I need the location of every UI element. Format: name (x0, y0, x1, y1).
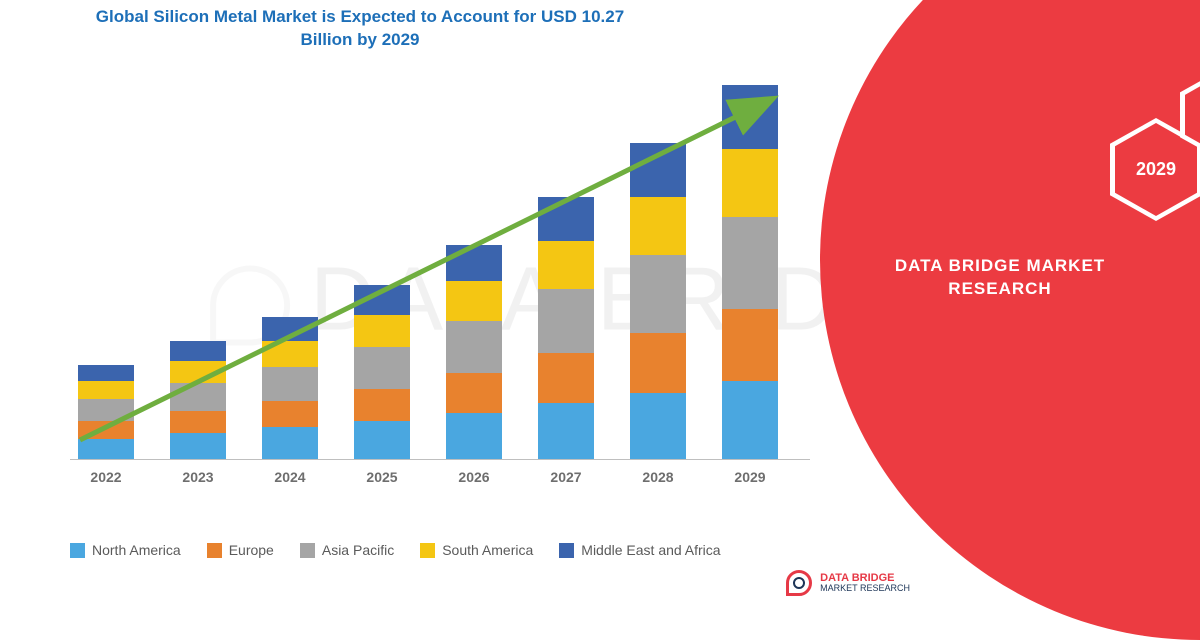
bar-segment (170, 361, 226, 383)
bar-segment (722, 85, 778, 149)
x-axis-label: 2028 (630, 469, 686, 485)
x-axis-label: 2022 (78, 469, 134, 485)
bar-segment (354, 347, 410, 389)
bar-segment (170, 411, 226, 433)
bar-segment (170, 341, 226, 361)
bar-segment (446, 321, 502, 373)
bar-segment (170, 383, 226, 411)
brand-text: DATA BRIDGE MARKET RESEARCH (880, 255, 1120, 301)
bar-segment (630, 143, 686, 197)
plot-area: 2022 2023 2024 2025 2026 2027 2028 2029 (70, 80, 810, 460)
bar-segment (630, 197, 686, 255)
bar-segment (446, 281, 502, 321)
bar-segment (722, 381, 778, 459)
x-axis-label: 2023 (170, 469, 226, 485)
bar-segment (354, 421, 410, 459)
legend-item: Middle East and Africa (559, 542, 720, 558)
hexagon-label: 2029 (1136, 159, 1176, 180)
bar-segment (262, 401, 318, 427)
legend: North America Europe Asia Pacific South Ame… (70, 542, 870, 558)
footer-logo-icon (786, 570, 812, 596)
bar-segment (446, 245, 502, 281)
legend-label: Europe (229, 542, 274, 558)
bar-segment (722, 217, 778, 309)
bar-segment (722, 309, 778, 381)
bar-group: 2025 (354, 285, 410, 459)
x-axis-label: 2024 (262, 469, 318, 485)
bar-segment (354, 315, 410, 347)
bar-segment (630, 333, 686, 393)
bar-segment (538, 353, 594, 403)
legend-item: North America (70, 542, 181, 558)
brand-line2: RESEARCH (948, 279, 1051, 298)
red-panel (820, 0, 1200, 640)
legend-item: South America (420, 542, 533, 558)
stacked-bar-chart: 2022 2023 2024 2025 2026 2027 2028 2029 (70, 80, 810, 500)
bar-segment (538, 197, 594, 241)
bar-segment (538, 289, 594, 353)
bar-segment (630, 255, 686, 333)
bar-segment (446, 373, 502, 413)
bar-segment (78, 439, 134, 459)
brand-line1: DATA BRIDGE MARKET (895, 256, 1105, 275)
bar-group: 2026 (446, 245, 502, 459)
bar-segment (538, 403, 594, 459)
legend-item: Asia Pacific (300, 542, 394, 558)
bar-group: 2024 (262, 317, 318, 459)
bar-group: 2028 (630, 143, 686, 459)
bar-group: 2023 (170, 341, 226, 459)
x-axis-label: 2027 (538, 469, 594, 485)
bar-segment (262, 367, 318, 401)
bar-segment (354, 389, 410, 421)
legend-label: Middle East and Africa (581, 542, 720, 558)
bar-group: 2022 (78, 365, 134, 459)
bar-segment (354, 285, 410, 315)
bar-segment (78, 365, 134, 381)
legend-swatch (207, 543, 222, 558)
legend-label: North America (92, 542, 181, 558)
bar-segment (262, 427, 318, 459)
bar-group: 2027 (538, 197, 594, 459)
bar-segment (630, 393, 686, 459)
bar-segment (170, 433, 226, 459)
legend-swatch (559, 543, 574, 558)
bar-segment (262, 341, 318, 367)
legend-swatch (420, 543, 435, 558)
legend-label: South America (442, 542, 533, 558)
bar-segment (446, 413, 502, 459)
legend-item: Europe (207, 542, 274, 558)
bar-segment (78, 399, 134, 421)
bar-segment (78, 381, 134, 399)
footer-logo: DATA BRIDGE MARKET RESEARCH (786, 570, 910, 596)
legend-swatch (70, 543, 85, 558)
bar-group: 2029 (722, 85, 778, 459)
legend-swatch (300, 543, 315, 558)
bar-segment (538, 241, 594, 289)
bar-segment (78, 421, 134, 439)
legend-label: Asia Pacific (322, 542, 394, 558)
x-axis-label: 2029 (722, 469, 778, 485)
footer-line2: MARKET RESEARCH (820, 584, 910, 593)
x-axis-label: 2025 (354, 469, 410, 485)
bar-segment (722, 149, 778, 217)
chart-title: Global Silicon Metal Market is Expected … (80, 6, 640, 52)
x-axis-label: 2026 (446, 469, 502, 485)
bar-segment (262, 317, 318, 341)
